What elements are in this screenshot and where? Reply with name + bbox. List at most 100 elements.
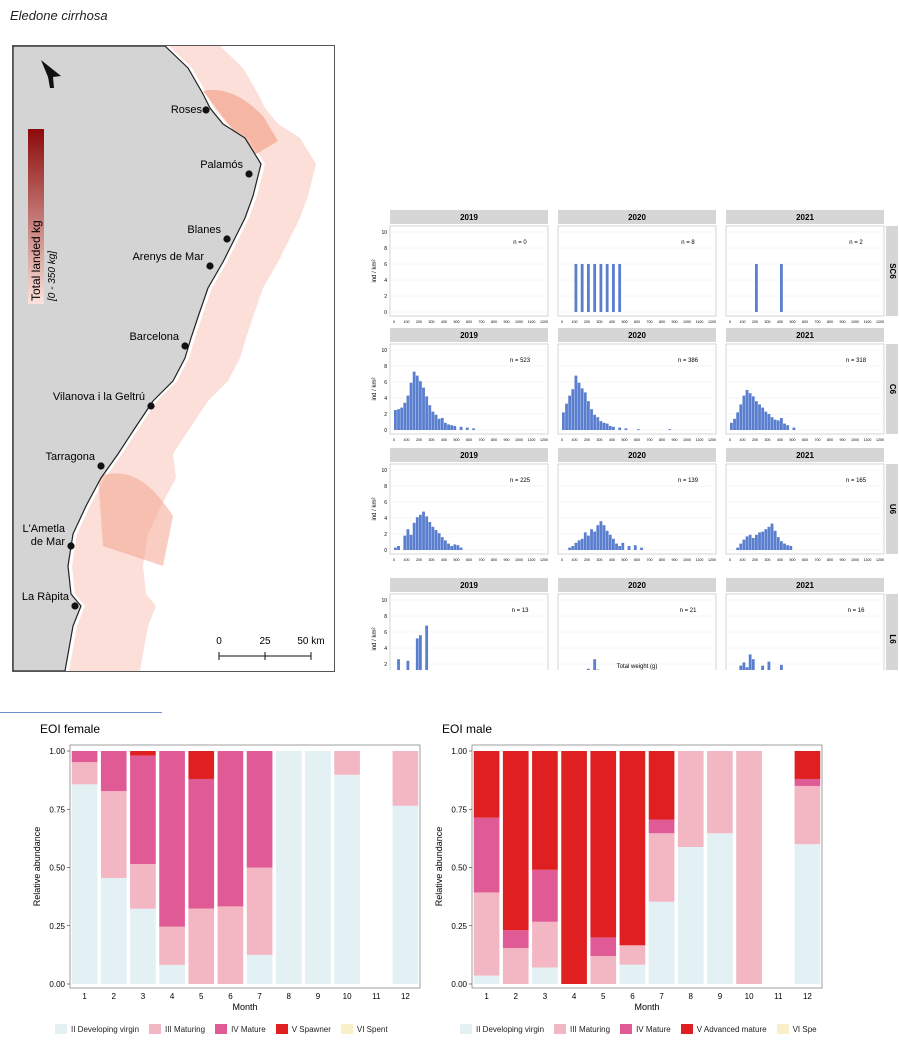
histogram-bar: [574, 375, 578, 430]
x-tick-label: 800: [491, 558, 497, 562]
x-tick-label: 500: [790, 438, 796, 442]
port-marker: [97, 462, 105, 470]
x-tick-label: 1200: [708, 558, 716, 562]
histogram-bar: [444, 540, 447, 550]
x-tick-label: 700: [815, 558, 821, 562]
chart-title: EOI male: [442, 722, 492, 736]
x-tick-label: 0: [729, 438, 731, 442]
histogram-bar: [406, 395, 410, 430]
histogram-bar: [780, 264, 783, 312]
histogram-bar: [415, 638, 419, 670]
legend-label: V Spawner: [291, 1024, 331, 1034]
stacked-bar-segment: [217, 751, 244, 907]
port-label: Vilanova i la Geltrú: [53, 391, 145, 403]
x-tick-label: 1200: [540, 558, 548, 562]
legend-item: VI Spe: [776, 1024, 817, 1034]
x-tick-label: 11: [774, 992, 783, 1001]
x-tick-label: 200: [752, 320, 758, 324]
stacked-bar-segment: [71, 762, 98, 785]
facet-year: 2020: [628, 451, 646, 460]
x-tick-label: 300: [765, 558, 771, 562]
histogram-bar: [773, 530, 777, 550]
legend-label: IV Mature: [231, 1024, 266, 1034]
histogram-bar: [745, 667, 749, 670]
x-tick-label: 3: [543, 992, 548, 1001]
x-axis-label: Month: [634, 1002, 659, 1012]
stacked-bar-segment: [217, 906, 244, 984]
port-label: Barcelona: [129, 331, 179, 343]
histogram-bar: [593, 659, 597, 670]
x-tick-label: 200: [416, 558, 422, 562]
histogram-bar: [450, 546, 454, 550]
stacked-bar-segment: [130, 751, 156, 756]
x-tick-label: 10: [745, 992, 754, 1001]
north-arrow-icon: [41, 60, 61, 88]
histogram-bar: [742, 395, 746, 430]
x-tick-label: 700: [647, 438, 653, 442]
x-tick-label: 400: [441, 438, 447, 442]
stacked-bar-segment: [334, 751, 360, 775]
y-tick-label: 10: [381, 468, 387, 474]
histogram-bar: [605, 264, 609, 312]
y-axis-label: Relative abundance: [434, 827, 444, 907]
histogram-bar: [605, 423, 609, 430]
histogram-bar: [776, 420, 780, 430]
histogram-bar: [434, 530, 438, 550]
x-tick-label: 700: [479, 438, 485, 442]
y-tick-label: 0.75: [451, 805, 467, 814]
x-tick-label: 1200: [876, 320, 884, 324]
legend-title: Total landed kg: [29, 220, 43, 301]
x-tick-label: 600: [634, 438, 640, 442]
sample-size: n = 8: [681, 240, 695, 246]
stacked-bar-segment: [794, 785, 821, 845]
plot-area: [69, 744, 421, 989]
histogram-bar: [593, 414, 597, 430]
histogram-bar: [770, 417, 774, 430]
y-tick-label: 8: [384, 246, 387, 252]
facet-year: 2019: [460, 213, 478, 222]
port-marker: [223, 235, 231, 243]
facet-strip: [726, 578, 884, 592]
facet-panel: [389, 225, 549, 317]
facet-panel: [725, 225, 885, 317]
x-tick-label: 500: [790, 320, 796, 324]
histogram-bar: [780, 664, 783, 670]
stacked-bar-segment: [188, 778, 215, 909]
legend-label: IV Mature: [636, 1024, 671, 1034]
histogram-bar: [773, 419, 777, 430]
legend-item: II Developing virgin: [460, 1024, 544, 1034]
port-marker: [71, 602, 79, 610]
stacked-bar-segment: [71, 784, 98, 984]
port-label: Blanes: [187, 224, 221, 236]
stacked-bar-segment: [532, 921, 558, 968]
stacked-bar-segment: [473, 892, 500, 976]
stacked-bar-segment: [473, 975, 500, 984]
histogram-bar: [447, 543, 450, 550]
x-tick-label: 0: [393, 438, 395, 442]
port-marker: [67, 542, 75, 550]
histogram-bar: [465, 427, 469, 430]
histogram-bar: [767, 526, 771, 550]
stacked-bar-segment: [100, 791, 127, 878]
stacked-bar-segment: [794, 778, 821, 786]
x-tick-label: 200: [752, 438, 758, 442]
y-tick-label: 0.25: [451, 922, 467, 931]
stacked-bar-segment: [532, 869, 558, 922]
stacked-bar-segment: [794, 751, 821, 779]
legend-label: III Maturing: [165, 1024, 206, 1034]
y-tick-label: 8: [384, 364, 387, 370]
x-tick-label: 7: [257, 992, 262, 1001]
x-tick-label: 1200: [876, 558, 884, 562]
facet-strip-right: [886, 464, 898, 554]
stacked-bar-segment: [473, 817, 500, 893]
x-tick-label: 1000: [515, 320, 523, 324]
x-tick-label: 900: [672, 438, 678, 442]
stacked-bar-segment: [159, 926, 185, 965]
x-tick-label: 12: [401, 992, 410, 1001]
sample-size: n = 165: [846, 478, 867, 484]
scale-label: 0: [216, 636, 222, 647]
y-tick-label: 2: [384, 294, 387, 300]
port-marker: [147, 402, 155, 410]
x-tick-label: 800: [659, 438, 665, 442]
histogram-bar: [590, 409, 593, 430]
